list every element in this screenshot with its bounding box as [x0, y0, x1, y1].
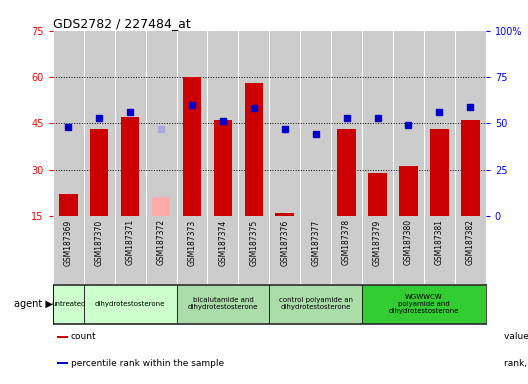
Text: GSM187371: GSM187371: [126, 219, 135, 265]
Text: GSM187373: GSM187373: [187, 219, 196, 265]
Text: GSM187372: GSM187372: [156, 219, 166, 265]
Bar: [430, 129, 449, 216]
Text: value, Detection Call = ABSENT: value, Detection Call = ABSENT: [504, 333, 528, 341]
Bar: [57, 362, 68, 364]
Text: count: count: [71, 333, 97, 341]
Text: GSM187382: GSM187382: [466, 219, 475, 265]
Text: GSM187380: GSM187380: [404, 219, 413, 265]
Text: GSM187377: GSM187377: [311, 219, 320, 265]
Text: GSM187379: GSM187379: [373, 219, 382, 265]
Bar: [244, 83, 263, 216]
Bar: [176, 285, 269, 323]
Text: untreated: untreated: [51, 301, 86, 307]
Bar: [490, 362, 501, 364]
Text: GSM187374: GSM187374: [219, 219, 228, 265]
Bar: [337, 129, 356, 216]
Text: bicalutamide and
dihydrotestosterone: bicalutamide and dihydrotestosterone: [187, 297, 258, 310]
Bar: [461, 120, 479, 216]
Bar: [399, 167, 418, 216]
Text: GSM187376: GSM187376: [280, 219, 289, 265]
Bar: [90, 129, 108, 216]
Bar: [276, 213, 294, 216]
Text: percentile rank within the sample: percentile rank within the sample: [71, 359, 224, 368]
Text: GSM187375: GSM187375: [249, 219, 258, 265]
Text: agent ▶: agent ▶: [14, 299, 53, 309]
Text: rank, Detection Call = ABSENT: rank, Detection Call = ABSENT: [504, 359, 528, 368]
Text: GSM187370: GSM187370: [95, 219, 103, 265]
Bar: [121, 117, 139, 216]
Bar: [53, 285, 84, 323]
Bar: [490, 336, 501, 338]
Text: WGWWCW
polyamide and
dihydrotestosterone: WGWWCW polyamide and dihydrotestosterone: [389, 294, 459, 314]
Bar: [183, 77, 201, 216]
Bar: [57, 336, 68, 338]
Text: GSM187378: GSM187378: [342, 219, 351, 265]
Text: GDS2782 / 227484_at: GDS2782 / 227484_at: [53, 17, 191, 30]
Bar: [269, 285, 362, 323]
Bar: [214, 120, 232, 216]
Text: control polyamide an
dihydrotestosterone: control polyamide an dihydrotestosterone: [279, 297, 353, 310]
Text: GSM187381: GSM187381: [435, 219, 444, 265]
Bar: [362, 285, 486, 323]
Bar: [368, 173, 387, 216]
Text: GSM187369: GSM187369: [64, 219, 73, 265]
Bar: [84, 285, 176, 323]
Bar: [59, 194, 78, 216]
Text: dihydrotestosterone: dihydrotestosterone: [95, 301, 165, 307]
Bar: [152, 197, 171, 216]
